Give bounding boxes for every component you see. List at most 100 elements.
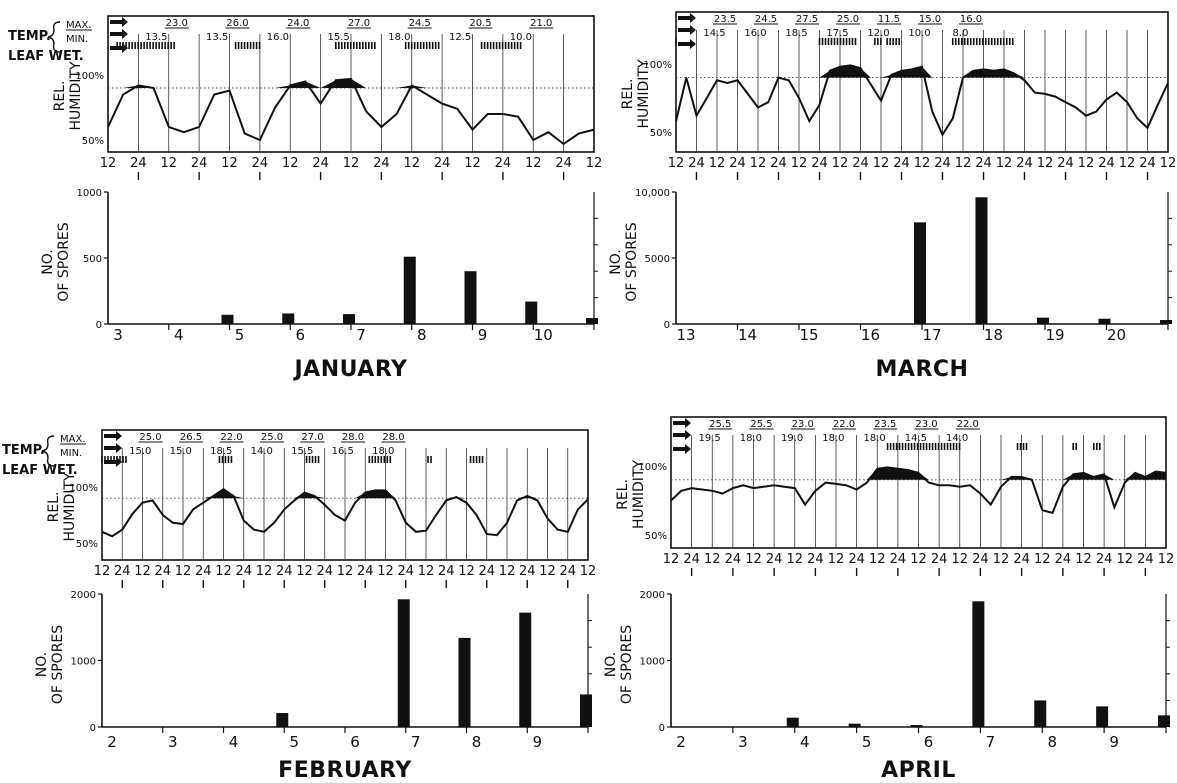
bar-mark — [343, 314, 355, 324]
temp-max-value: 27.5 — [796, 14, 818, 25]
temp-max-value: 23.0 — [792, 419, 814, 430]
rh-hour-tick: 24 — [1055, 552, 1072, 567]
rh-hour-tick: 24 — [766, 552, 783, 567]
temp-label: TEMP. — [2, 443, 45, 458]
rh-hour-tick: 12 — [403, 156, 420, 171]
bar-y-tick-label: 5000 — [645, 254, 670, 265]
temp-min-value: 16.0 — [267, 32, 289, 43]
rh-hour-tick: 24 — [931, 552, 948, 567]
row-arrow — [104, 443, 122, 453]
rh-tick-label: 100% — [69, 483, 98, 494]
rh-hour-tick: 12 — [580, 564, 597, 579]
rh-hour-tick: 12 — [993, 552, 1010, 567]
temp-min-value: 18.0 — [863, 433, 885, 444]
rh-hour-tick: 24 — [434, 156, 451, 171]
bar-category-label: 7 — [411, 733, 421, 751]
bar-mark — [397, 599, 410, 727]
rh-hour-tick: 12 — [499, 564, 516, 579]
bar-mark — [1037, 317, 1049, 324]
rh-hour-tick: 24 — [478, 564, 495, 579]
rh-hour-tick: 24 — [770, 156, 787, 171]
month-label: APRIL — [881, 758, 956, 783]
temp-min-value: 17.5 — [826, 28, 848, 39]
rh-axis-label: REL. HUMIDITY — [615, 460, 647, 529]
rh-hour-tick: 24 — [519, 564, 536, 579]
rh-hour-tick: 12 — [914, 156, 931, 171]
rh-saturation-fill — [819, 65, 1025, 78]
rh-hour-tick: 24 — [154, 564, 171, 579]
bar-y-tick-label: 10,000 — [635, 188, 670, 199]
rh-hour-tick: 12 — [525, 156, 542, 171]
bar-mark — [403, 256, 416, 324]
rh-hour-tick: 12 — [215, 564, 232, 579]
bar-category-label: 8 — [472, 733, 482, 751]
rh-hour-tick: 24 — [438, 564, 455, 579]
bar-y-tick-label: 1000 — [77, 188, 102, 199]
rh-hour-tick: 24 — [559, 564, 576, 579]
rh-hour-tick: 24 — [191, 156, 208, 171]
rh-hour-tick: 12 — [1158, 552, 1175, 567]
rh-axis-label-line1: REL. — [46, 492, 62, 523]
temp-max-value: 26.0 — [226, 18, 248, 29]
rh-hour-tick: 12 — [458, 564, 475, 579]
bar-category-label: 7 — [986, 733, 996, 751]
bar-mark — [221, 314, 234, 324]
bar-category-label: 6 — [924, 733, 934, 751]
bar-y-tick-label: 1000 — [71, 657, 96, 668]
rh-hour-tick: 12 — [1075, 552, 1092, 567]
temp-min-value: 14.5 — [703, 28, 725, 39]
rh-hour-tick: 12 — [539, 564, 556, 579]
row-arrow — [104, 431, 122, 441]
rh-hour-tick: 12 — [337, 564, 354, 579]
rh-axis-label: REL. HUMIDITY — [52, 61, 84, 130]
bar-mark — [914, 222, 926, 324]
rh-hour-tick: 24 — [1016, 156, 1033, 171]
rh-tick-label: 50% — [650, 128, 672, 139]
rh-hour-tick: 24 — [276, 564, 293, 579]
temp-min-value: 12.0 — [867, 28, 889, 39]
rh-hour-tick: 12 — [1078, 156, 1095, 171]
temp-max-value: 23.0 — [166, 18, 188, 29]
temp-label: TEMP. — [8, 29, 51, 44]
spores-axis-label-line1: NO. — [608, 249, 624, 274]
rh-axis-label-line1: REL. — [52, 81, 68, 112]
rh-hour-tick: 24 — [807, 552, 824, 567]
bar-mark — [1160, 320, 1172, 324]
temp-brace — [47, 21, 61, 53]
temp-min-value: 15.0 — [129, 446, 151, 457]
rh-hour-tick: 24 — [893, 156, 910, 171]
spores-axis-label-line2: OF SPORES — [56, 222, 72, 301]
bar-mark — [519, 612, 532, 727]
rh-hour-tick: 24 — [1013, 552, 1030, 567]
rh-hour-tick: 24 — [729, 156, 746, 171]
rh-hour-tick: 12 — [869, 552, 886, 567]
rh-hour-tick: 24 — [1098, 156, 1115, 171]
rh-hour-tick: 24 — [495, 156, 512, 171]
rh-axis-label: REL. HUMIDITY — [620, 59, 652, 128]
rh-hour-tick: 12 — [1160, 156, 1177, 171]
rh-hour-tick: 12 — [955, 156, 972, 171]
temp-min-value: 12.5 — [449, 32, 471, 43]
rh-tick-label: 100% — [75, 71, 104, 82]
row-arrow — [673, 430, 691, 440]
rh-hour-tick: 24 — [397, 564, 414, 579]
spores-axis-label-line1: NO. — [603, 652, 619, 677]
bar-category-label: 2 — [676, 733, 686, 751]
temp-brace — [41, 435, 55, 467]
bar-category-label: 19 — [1045, 326, 1064, 344]
temp-max-value: 27.0 — [301, 432, 323, 443]
chart-panel-january: 12 24 12 24 12 24 12 24 12 24 12 24 12 24 12 24 12100%50… — [8, 15, 602, 382]
bar-category-label: 14 — [738, 326, 757, 344]
bar-mark — [786, 717, 799, 727]
chart-panel-march: 12 24 12 24 12 24 12 24 12 24 12 24 12 24 12 24 12 24 12 24… — [608, 11, 1177, 382]
bar-mark — [1158, 715, 1170, 727]
temp-max-value: 25.0 — [139, 432, 161, 443]
rh-hour-tick: 12 — [951, 552, 968, 567]
bar-category-label: 3 — [738, 733, 748, 751]
rh-hour-tick: 12 — [828, 552, 845, 567]
month-label: FEBRUARY — [278, 758, 412, 783]
bar-category-label: 6 — [295, 326, 305, 344]
temp-min-value: 10.0 — [510, 32, 532, 43]
temp-max-label: MAX. — [66, 20, 92, 31]
